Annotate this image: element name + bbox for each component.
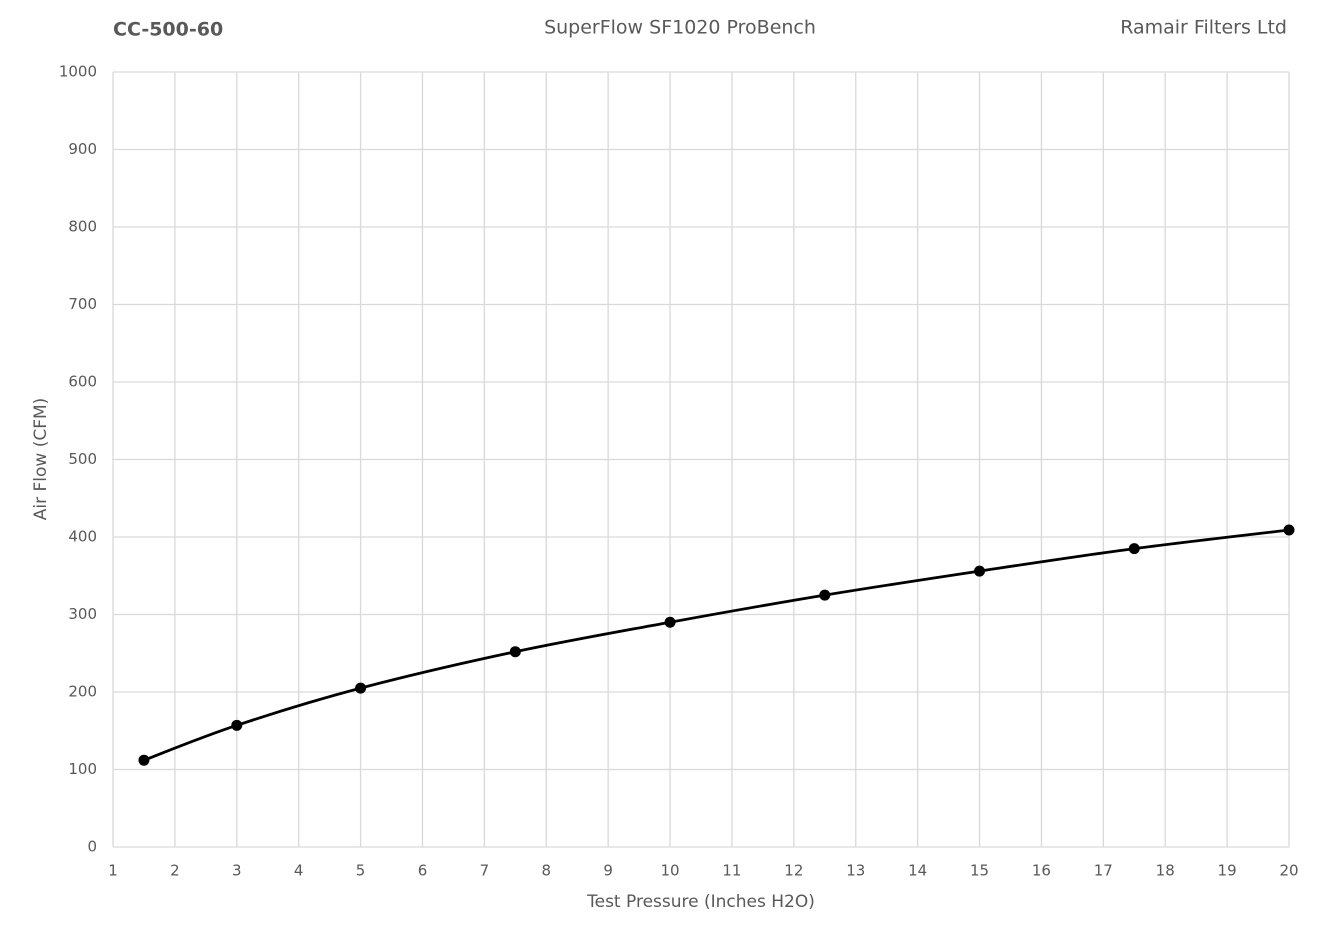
y-tick-label: 200 bbox=[68, 683, 97, 701]
y-tick-label: 400 bbox=[68, 528, 97, 546]
x-tick-label: 15 bbox=[970, 862, 989, 880]
x-tick-label: 11 bbox=[722, 862, 741, 880]
x-tick-label: 18 bbox=[1156, 862, 1175, 880]
chart-title: SuperFlow SF1020 ProBench bbox=[544, 17, 816, 39]
y-axis-label: Air Flow (CFM) bbox=[31, 398, 51, 521]
x-tick-label: 5 bbox=[356, 862, 366, 880]
x-axis-label: Test Pressure (Inches H2O) bbox=[586, 892, 815, 912]
y-tick-label: 1000 bbox=[59, 63, 97, 81]
data-point bbox=[355, 682, 367, 694]
y-tick-label: 100 bbox=[68, 760, 97, 778]
data-point bbox=[1283, 524, 1295, 536]
x-tick-label: 10 bbox=[661, 862, 680, 880]
x-tick-label: 3 bbox=[232, 862, 242, 880]
data-point bbox=[138, 754, 150, 766]
data-point bbox=[231, 719, 243, 731]
x-tick-label: 14 bbox=[908, 862, 927, 880]
y-tick-label: 900 bbox=[68, 140, 97, 158]
y-tick-label: 300 bbox=[68, 605, 97, 623]
part-number: CC-500-60 bbox=[113, 19, 223, 41]
x-tick-label: 4 bbox=[294, 862, 304, 880]
data-point bbox=[1128, 543, 1140, 555]
x-tick-label: 12 bbox=[784, 862, 803, 880]
x-tick-label: 7 bbox=[480, 862, 490, 880]
x-tick-label: 20 bbox=[1279, 862, 1298, 880]
x-tick-label: 2 bbox=[170, 862, 180, 880]
y-tick-label: 700 bbox=[68, 295, 97, 313]
x-tick-label: 9 bbox=[603, 862, 613, 880]
data-point bbox=[819, 589, 831, 601]
x-tick-label: 13 bbox=[846, 862, 865, 880]
y-tick-label: 500 bbox=[68, 450, 97, 468]
data-point bbox=[509, 646, 521, 658]
y-tick-label: 0 bbox=[87, 838, 97, 856]
y-tick-label: 800 bbox=[68, 218, 97, 236]
x-tick-label: 16 bbox=[1032, 862, 1051, 880]
x-tick-label: 19 bbox=[1218, 862, 1237, 880]
y-tick-label: 600 bbox=[68, 373, 97, 391]
x-tick-label: 17 bbox=[1094, 862, 1113, 880]
x-tick-label: 1 bbox=[108, 862, 118, 880]
x-tick-label: 8 bbox=[541, 862, 551, 880]
data-line bbox=[143, 528, 1290, 762]
data-point bbox=[664, 616, 676, 628]
data-point bbox=[974, 565, 986, 577]
x-tick-label: 6 bbox=[418, 862, 428, 880]
company: Ramair Filters Ltd bbox=[1120, 17, 1287, 39]
